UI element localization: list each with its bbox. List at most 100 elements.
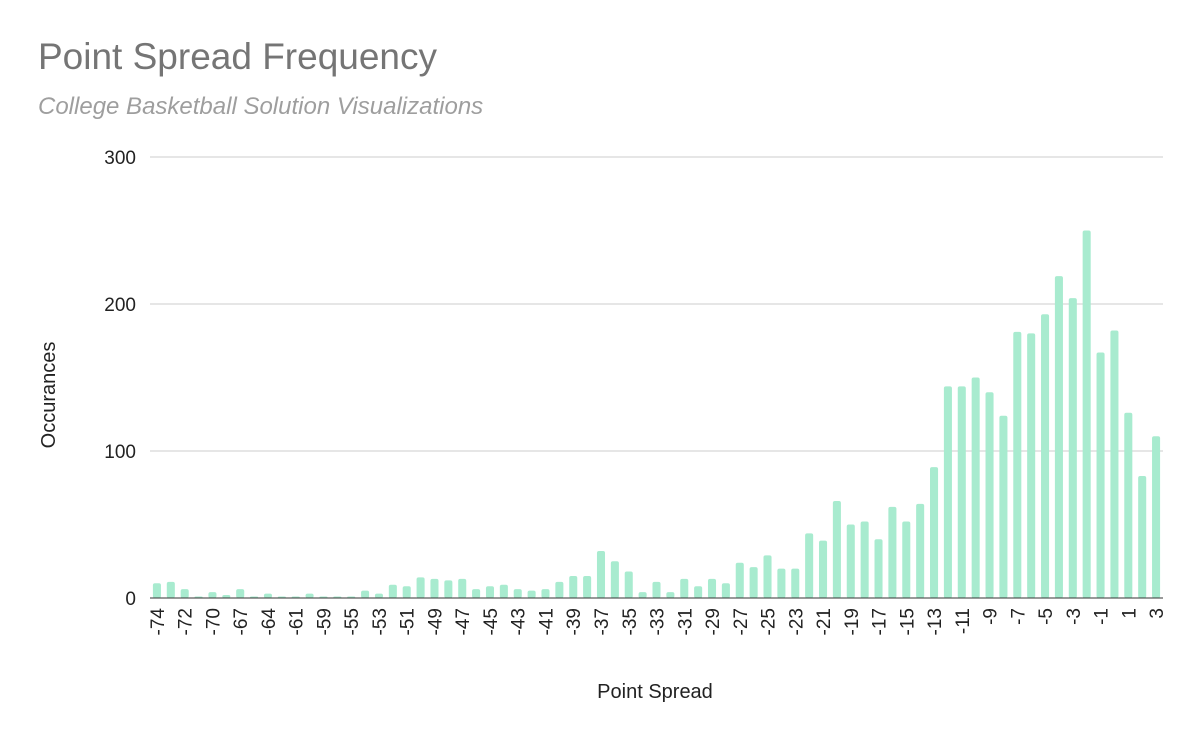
bar [999, 415, 1008, 598]
x-tick-label: -72 [176, 608, 197, 635]
bar [472, 589, 481, 598]
bar [222, 595, 231, 598]
bars [150, 230, 1163, 599]
bar [485, 586, 495, 598]
bar [1068, 298, 1077, 598]
bar [499, 584, 508, 598]
bar [666, 592, 675, 598]
x-tick-label: -39 [564, 608, 585, 635]
bar [583, 575, 592, 598]
bar [749, 567, 758, 598]
bar [610, 561, 619, 598]
y-tick-label: 200 [104, 295, 136, 316]
x-tick-label: -41 [536, 608, 557, 635]
x-tick-label: -43 [509, 608, 530, 635]
y-tick-label: 0 [125, 589, 136, 610]
x-tick-label: -15 [897, 608, 918, 635]
x-tick-label: -33 [648, 608, 669, 635]
x-tick-label: -64 [259, 608, 280, 636]
bar [1110, 330, 1119, 598]
x-tick-label: -1 [1092, 608, 1113, 625]
bar [930, 467, 939, 598]
x-tick-label: -61 [287, 608, 308, 635]
bar [1152, 436, 1161, 598]
x-tick-label: 1 [1119, 608, 1140, 619]
x-tick-label: -74 [148, 608, 169, 636]
bar [596, 550, 606, 598]
bar [943, 386, 952, 598]
bar [1027, 333, 1036, 598]
bar [777, 568, 786, 598]
x-tick-label: -51 [398, 608, 419, 635]
bar [819, 540, 828, 598]
bar [416, 577, 425, 598]
gridlines [150, 156, 1163, 599]
bar [888, 506, 897, 598]
bar [513, 589, 522, 598]
y-axis-ticks: 0 100 200 300 [104, 148, 136, 610]
bar [263, 593, 272, 598]
x-tick-label: -5 [1036, 608, 1057, 625]
x-tick-label: -59 [314, 608, 335, 635]
bar [707, 578, 717, 598]
bar [624, 571, 633, 598]
x-tick-label: -11 [953, 608, 974, 634]
x-axis-title: Point Spread [597, 681, 713, 703]
x-tick-label: -49 [425, 608, 446, 635]
x-tick-label: 3 [1147, 608, 1168, 619]
bar [361, 590, 370, 598]
x-tick-label: -55 [342, 608, 363, 635]
bar [569, 575, 578, 598]
bar [957, 386, 966, 598]
y-tick-label: 300 [104, 148, 136, 169]
bar [860, 521, 869, 598]
bar [916, 503, 925, 598]
x-tick-label: -67 [231, 608, 252, 635]
x-tick-label: -45 [481, 608, 502, 635]
bar [388, 584, 397, 598]
bar [180, 589, 189, 598]
x-tick-label: -19 [842, 608, 863, 635]
bar [985, 392, 994, 598]
x-tick-label: -47 [453, 608, 474, 635]
bar [444, 580, 453, 598]
bar [846, 524, 855, 598]
bar [555, 581, 564, 598]
x-tick-label: -70 [203, 608, 224, 635]
x-tick-label: -27 [731, 608, 752, 635]
x-tick-label: -7 [1008, 608, 1029, 625]
bar [1013, 331, 1022, 598]
bar [763, 555, 772, 598]
x-tick-label: -13 [925, 608, 946, 635]
bar [527, 590, 536, 598]
y-tick-label: 100 [104, 442, 136, 463]
bar [902, 521, 911, 598]
bar [638, 592, 647, 598]
bar [152, 583, 161, 598]
x-tick-label: -3 [1064, 608, 1085, 625]
bar [694, 586, 703, 598]
bar [1082, 230, 1091, 598]
bar [1096, 352, 1105, 598]
x-tick-label: -29 [703, 608, 724, 635]
y-axis-title: Occurances [38, 342, 60, 449]
bar [971, 377, 980, 598]
bar [458, 578, 467, 598]
bar [721, 583, 730, 598]
x-axis-ticks: -74 -72 -70 -67 -64 -61 -59 -55 -53 -51 -49 -47 -45-… [148, 608, 1168, 636]
x-tick-label: -21 [814, 608, 835, 635]
bar [874, 539, 883, 598]
chart-subtitle: College Basketball Solution Visualizatio… [38, 93, 483, 120]
bar [805, 533, 814, 598]
bar [1124, 412, 1133, 598]
x-tick-label: -37 [592, 608, 613, 635]
bar [208, 592, 217, 598]
bar [735, 562, 744, 598]
bar [305, 593, 314, 598]
x-tick-label: -9 [981, 608, 1002, 625]
x-tick-label: -25 [759, 608, 780, 635]
bar [236, 589, 245, 598]
x-tick-label: -31 [675, 608, 696, 635]
